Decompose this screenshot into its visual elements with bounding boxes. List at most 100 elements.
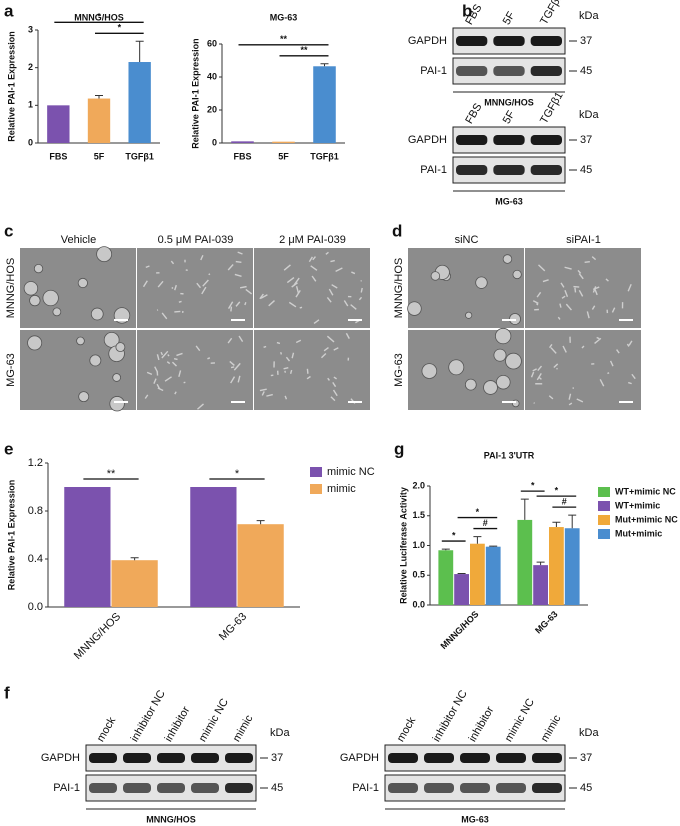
cell [200, 254, 204, 261]
lane-label: inhibitor NC [129, 688, 168, 744]
significance-label: ** [300, 45, 308, 55]
panel-label: b [462, 1, 472, 20]
bar [47, 105, 70, 143]
bar [485, 546, 501, 605]
cell [285, 356, 291, 362]
cell [145, 265, 150, 269]
panel-label: a [4, 1, 14, 20]
cell [259, 388, 267, 392]
cell [174, 391, 177, 395]
row-label: PAI-1 [352, 782, 379, 794]
cell [607, 372, 610, 375]
cell [553, 363, 559, 369]
row-label: MNNG/HOS [393, 258, 405, 319]
cell [160, 351, 164, 356]
y-tick-label: 60 [207, 38, 217, 48]
panel-label: e [4, 439, 13, 458]
blot-band [456, 165, 488, 175]
cell [594, 337, 602, 344]
blot-band [493, 165, 525, 175]
cell [237, 375, 241, 383]
cell [605, 278, 609, 282]
blot-band [456, 66, 488, 76]
cell [331, 284, 338, 289]
cell [568, 402, 573, 406]
bar [237, 524, 284, 607]
cell [170, 260, 175, 265]
cell [202, 279, 209, 287]
row-label: GAPDH [408, 35, 447, 47]
legend-swatch [598, 501, 610, 511]
cell [532, 368, 537, 372]
lane-label: mimic NC [503, 697, 537, 744]
legend-swatch [310, 484, 322, 494]
blot-band [460, 783, 490, 793]
y-tick-label: 20 [207, 104, 217, 114]
unit-label: kDa [579, 109, 599, 121]
cell-clump [23, 281, 39, 296]
cell [235, 301, 241, 307]
row-label: PAI-1 [420, 65, 447, 77]
significance-label: ** [107, 468, 116, 480]
micrograph [525, 248, 641, 328]
x-tick-label: MNNG/HOS [439, 609, 481, 651]
significance-label: * [452, 530, 456, 540]
x-tick-label: TGFβ1 [310, 151, 339, 161]
blot-band [225, 753, 253, 763]
cell [227, 264, 234, 271]
cell [230, 366, 235, 369]
cell [536, 303, 539, 306]
cell-line-label: MG-63 [461, 814, 489, 824]
legend-swatch [598, 515, 610, 525]
row-label: GAPDH [340, 752, 379, 764]
marker-label: 45 [580, 164, 592, 176]
y-tick-label: 3 [28, 24, 33, 34]
cell [310, 265, 318, 271]
cell [196, 282, 201, 289]
cell [239, 285, 247, 289]
legend-label: WT+mimic [615, 500, 660, 510]
cell [308, 256, 314, 263]
x-tick-label: FBS [234, 151, 252, 161]
cell-clump [42, 289, 59, 307]
marker-label: 45 [271, 782, 283, 794]
cell [542, 279, 549, 283]
cell-clump [509, 313, 521, 325]
legend-label: Mut+mimic [615, 528, 662, 538]
micrograph [525, 330, 641, 410]
error-bar [135, 40, 144, 63]
cell [237, 251, 243, 255]
cell-clump [496, 374, 511, 390]
lane-label: FBS [463, 101, 484, 126]
bar [549, 527, 564, 605]
error-bar [457, 572, 466, 575]
bar [454, 574, 469, 605]
error-bar [320, 63, 329, 67]
y-axis-label: Relative PAI-1 Expression [6, 31, 16, 141]
x-tick-label: MNNG/HOS [72, 611, 123, 662]
row-label: GAPDH [408, 134, 447, 146]
chart-title: MG-63 [270, 12, 298, 22]
cell-line-label: MNNG/HOS [484, 97, 534, 107]
cell [333, 347, 339, 351]
cell [167, 354, 170, 357]
cell-clump [96, 246, 113, 263]
cell [312, 256, 317, 261]
lane-label: mock [395, 715, 419, 744]
bar [231, 141, 254, 143]
cell-clump [112, 373, 121, 382]
cell [245, 288, 253, 295]
micrograph [137, 330, 253, 410]
blot-band [191, 753, 219, 763]
panel-label: d [392, 221, 402, 240]
cell [568, 393, 572, 400]
cell-clump [475, 276, 488, 289]
cell [295, 285, 299, 293]
blot-band [191, 783, 219, 793]
blot-band [493, 135, 525, 145]
cell-clump [407, 301, 422, 316]
cell [157, 387, 164, 392]
bar [111, 560, 158, 607]
cell [266, 393, 273, 397]
